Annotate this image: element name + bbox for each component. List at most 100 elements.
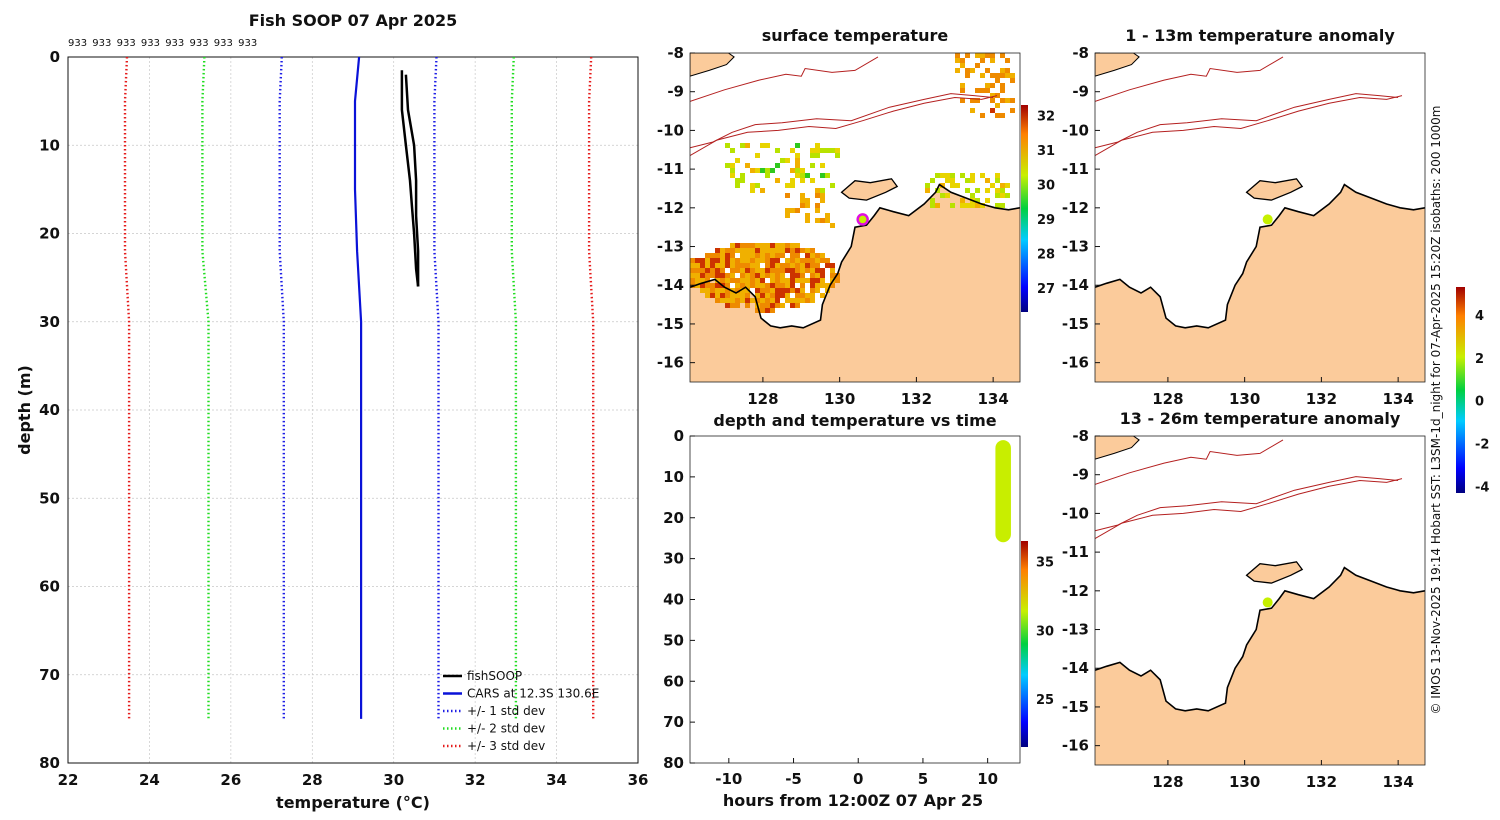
sst-cell xyxy=(730,253,735,258)
sst-cell xyxy=(960,83,965,88)
sst-cell xyxy=(735,278,740,283)
x-tick-label: 24 xyxy=(139,771,160,789)
sst-cell xyxy=(715,258,720,263)
time-y-tick-label: 60 xyxy=(663,672,684,690)
sst-cell xyxy=(990,108,995,113)
sst-cell xyxy=(815,193,820,198)
sst-cell xyxy=(765,173,770,178)
sst-cell xyxy=(1005,183,1010,188)
profile-series xyxy=(123,56,595,719)
coastline xyxy=(690,183,1020,329)
sst-cell xyxy=(800,293,805,298)
sst-cell xyxy=(710,293,715,298)
sst-cell xyxy=(985,198,990,203)
sst-cell xyxy=(810,263,815,268)
sst-cell xyxy=(795,208,800,213)
sst-cell xyxy=(1005,193,1010,198)
sst-cell xyxy=(760,303,765,308)
sst-cell xyxy=(995,178,1000,183)
map-frame xyxy=(1094,52,1426,383)
sst-cell xyxy=(835,153,840,158)
sst-cell xyxy=(780,158,785,163)
profile-chart: Fish SOOP 07 Apr 2025 933 933 933 933 933 933… xyxy=(15,11,648,812)
sst-cell xyxy=(805,248,810,253)
sst-cell xyxy=(940,193,945,198)
sst-cell xyxy=(715,268,720,273)
isobath xyxy=(1095,56,1284,102)
sst-colorbar-tick: 27 xyxy=(1037,282,1055,297)
sst-colorbar-tick: 29 xyxy=(1037,213,1055,228)
profile-ylabel: depth (m) xyxy=(15,365,34,455)
sst-cell xyxy=(735,283,740,288)
sst-cell xyxy=(780,263,785,268)
sst-cell xyxy=(785,208,790,213)
land-north xyxy=(1095,436,1140,460)
sst-cell xyxy=(825,213,830,218)
sst-cell xyxy=(720,268,725,273)
sst-cell xyxy=(790,298,795,303)
sst-cell xyxy=(760,168,765,173)
map-y-tick-label: -8 xyxy=(1072,427,1089,445)
sst-cell xyxy=(775,268,780,273)
sst-cell xyxy=(725,288,730,293)
sst-cell xyxy=(725,143,730,148)
sst-cell xyxy=(795,268,800,273)
sst-cell xyxy=(1005,98,1010,103)
map-y-tick-label: -16 xyxy=(1062,354,1089,372)
map-y-tick-label: -13 xyxy=(1062,238,1089,256)
sst-cell xyxy=(770,243,775,248)
sst-cell xyxy=(1000,73,1005,78)
series-line xyxy=(404,74,420,287)
sst-cell xyxy=(955,58,960,63)
sst-cell xyxy=(940,183,945,188)
sst-cell xyxy=(800,168,805,173)
sst-cell xyxy=(820,268,825,273)
sst-cell xyxy=(800,193,805,198)
sst-cell xyxy=(805,203,810,208)
isobath xyxy=(690,95,998,157)
sst-cell xyxy=(725,248,730,253)
sst-cell xyxy=(760,273,765,278)
sst-cell xyxy=(745,303,750,308)
sst-cell xyxy=(805,213,810,218)
sst-cell xyxy=(805,278,810,283)
sst-cell xyxy=(795,248,800,253)
sst-cell xyxy=(990,183,995,188)
sst-cell xyxy=(785,288,790,293)
sst-cell xyxy=(750,243,755,248)
sst-cell xyxy=(965,188,970,193)
sst-cell xyxy=(775,283,780,288)
sst-cell xyxy=(725,163,730,168)
sst-cell xyxy=(790,268,795,273)
sst-cell xyxy=(835,273,840,278)
map-y-tick-label: -15 xyxy=(657,315,684,333)
sst-cell xyxy=(770,273,775,278)
time-colorbar-tick: 25 xyxy=(1036,693,1054,708)
time-x-tick-label: 0 xyxy=(853,770,863,788)
map-y-tick-label: -12 xyxy=(657,199,684,217)
profile-title: Fish SOOP 07 Apr 2025 xyxy=(249,11,458,30)
sst-cell xyxy=(775,178,780,183)
sst-cell xyxy=(770,308,775,313)
sst-cell xyxy=(760,243,765,248)
sst-cell xyxy=(690,278,695,283)
sst-cell xyxy=(755,168,760,173)
sst-cell xyxy=(790,253,795,258)
sst-cell xyxy=(990,83,995,88)
map-y-tick-label: -11 xyxy=(1062,543,1089,561)
sst-cell xyxy=(815,278,820,283)
anomaly-colorbar-tick: 2 xyxy=(1475,352,1484,367)
sst-cell xyxy=(975,98,980,103)
sst-cell xyxy=(745,263,750,268)
sst-cell xyxy=(775,253,780,258)
sst-cell xyxy=(810,283,815,288)
map-clip-group xyxy=(1095,53,1425,382)
y-tick-label: 0 xyxy=(50,48,60,66)
sst-cell xyxy=(695,263,700,268)
profile-legend: fishSOOP CARS at 12.3S 130.6E +/- 1 std de… xyxy=(443,669,599,753)
map-y-tick-label: -9 xyxy=(667,83,684,101)
profile-y-ticks: 0 10 20 30 40 50 60 70 80 xyxy=(39,48,60,772)
sst-cell xyxy=(705,293,710,298)
sst-cell xyxy=(785,213,790,218)
